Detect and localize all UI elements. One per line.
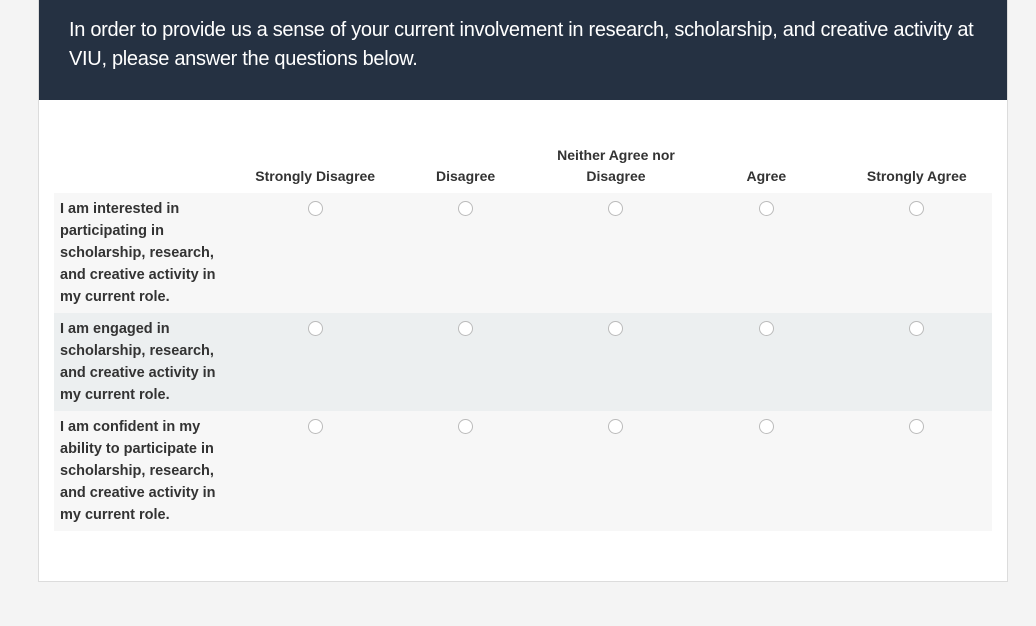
option-cell [390, 313, 541, 411]
radio-disagree[interactable] [458, 321, 474, 336]
option-cell [691, 313, 842, 411]
radio-strongly-disagree[interactable] [307, 201, 323, 216]
radio-agree[interactable] [758, 419, 774, 434]
survey-intro: In order to provide us a sense of your c… [39, 0, 1007, 100]
radio-neither-agree-nor-disagree[interactable] [608, 321, 624, 336]
question-label: I am confident in my ability to particip… [54, 411, 240, 531]
radio-strongly-agree[interactable] [909, 201, 925, 216]
question-row: I am confident in my ability to particip… [54, 411, 992, 531]
option-cell [540, 193, 692, 313]
radio-neither-agree-nor-disagree[interactable] [608, 419, 624, 434]
column-header-row: Strongly Disagree Disagree Neither Agree… [54, 145, 992, 193]
radio-strongly-agree[interactable] [909, 419, 925, 434]
column-strongly-disagree: Strongly Disagree [255, 168, 376, 184]
radio-disagree[interactable] [458, 201, 474, 216]
radio-strongly-disagree[interactable] [307, 321, 323, 336]
question-row: I am engaged in scholarship, research, a… [54, 313, 992, 411]
column-disagree: Disagree [436, 168, 496, 184]
question-label: I am engaged in scholarship, research, a… [54, 313, 240, 411]
column-agree: Agree [746, 168, 787, 184]
option-cell [390, 411, 541, 531]
option-cell [691, 411, 842, 531]
question-label: I am interested in participating in scho… [54, 193, 240, 313]
question-row: I am interested in participating in scho… [54, 193, 992, 313]
empty-header [54, 145, 240, 193]
radio-agree[interactable] [758, 201, 774, 216]
option-cell [240, 313, 391, 411]
survey-card: In order to provide us a sense of your c… [38, 0, 1008, 582]
radio-agree[interactable] [758, 321, 774, 336]
radio-strongly-disagree[interactable] [307, 419, 323, 434]
likert-matrix: Strongly Disagree Disagree Neither Agree… [54, 145, 992, 531]
radio-strongly-agree[interactable] [909, 321, 925, 336]
option-cell [390, 193, 541, 313]
option-cell [240, 193, 391, 313]
option-cell [841, 411, 992, 531]
option-cell [691, 193, 842, 313]
radio-disagree[interactable] [458, 419, 474, 434]
option-cell [540, 411, 692, 531]
option-cell [240, 411, 391, 531]
column-strongly-agree: Strongly Agree [866, 168, 967, 184]
option-cell [841, 313, 992, 411]
option-cell [540, 313, 692, 411]
option-cell [841, 193, 992, 313]
radio-neither-agree-nor-disagree[interactable] [608, 201, 624, 216]
column-neither: Neither Agree nor Disagree [557, 147, 675, 184]
